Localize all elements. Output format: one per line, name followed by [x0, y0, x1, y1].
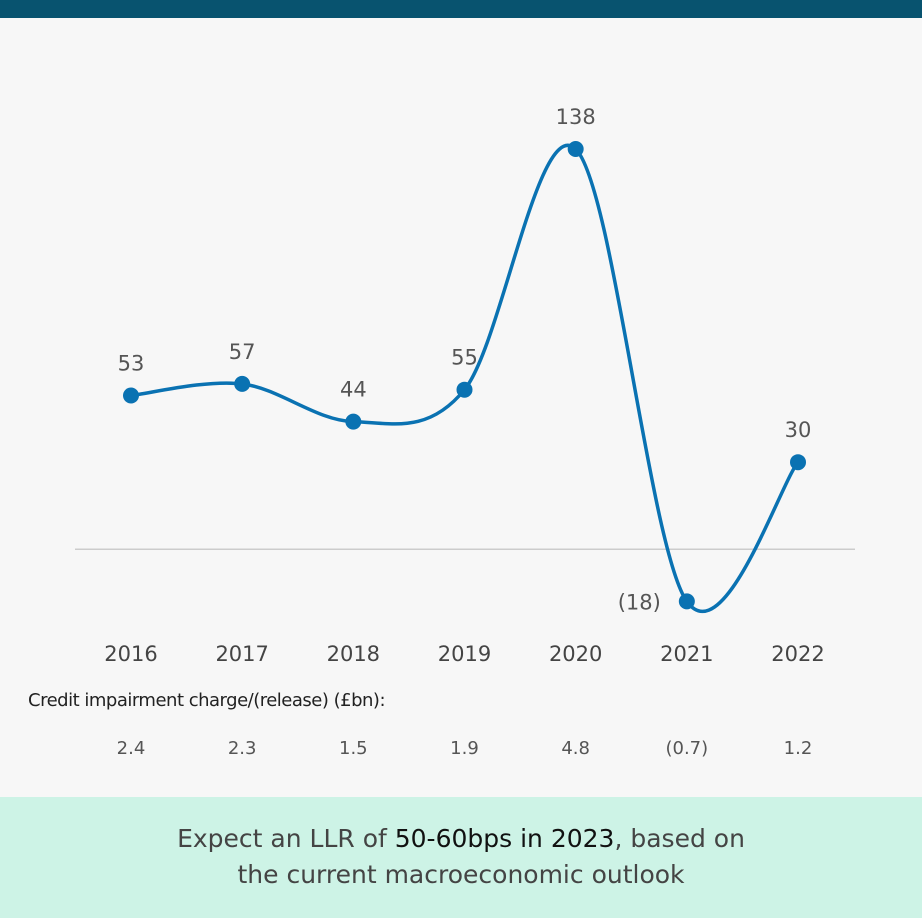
data-point-2018 [345, 413, 362, 430]
point-label-2020: 138 [556, 105, 596, 129]
x-tick-2020: 2020 [549, 642, 602, 666]
point-label-2016: 53 [118, 352, 145, 376]
x-tick-2022: 2022 [771, 642, 824, 666]
impairment-values-row: 2.4 2.3 1.5 1.9 4.8 (0.7) 1.2 [0, 738, 922, 768]
point-label-2017: 57 [229, 340, 256, 364]
banner-line-2: the current macroeconomic outlook [237, 860, 685, 889]
series-line [130, 143, 800, 614]
banner-prefix: Expect an LLR of [177, 824, 395, 853]
banner-highlight: 50-60bps in 2023 [394, 824, 615, 853]
data-point-2019 [456, 381, 473, 398]
data-point-2016 [123, 387, 139, 404]
impairment-value-2016: 2.4 [116, 738, 146, 759]
impairment-value-2019: 1.9 [450, 738, 479, 759]
banner-line-1: Expect an LLR of 50-60bps in 2023, based… [0, 821, 922, 857]
data-point-2017 [234, 375, 251, 392]
point-label-2018: 44 [340, 378, 367, 402]
x-tick-2021: 2021 [660, 642, 713, 666]
banner-suffix: , based on [614, 824, 745, 853]
impairment-value-2017: 2.3 [227, 738, 257, 759]
x-tick-2018: 2018 [327, 642, 380, 666]
top-accent-bar [0, 0, 922, 18]
impairment-value-2022: 1.2 [783, 738, 813, 759]
data-point-2021 [678, 593, 695, 610]
outlook-banner: Expect an LLR of 50-60bps in 2023, based… [0, 797, 922, 918]
impairment-value-2018: 1.5 [339, 738, 368, 759]
point-label-2022: 30 [785, 418, 812, 442]
data-point-2020 [567, 141, 584, 157]
data-point-2022 [790, 454, 806, 471]
point-label-2019: 55 [451, 346, 478, 370]
x-tick-2016: 2016 [104, 642, 157, 666]
llr-line-chart: 53 57 44 55 138 (18) 30 2016 2017 2018 2019 2020 20… [75, 105, 855, 666]
x-tick-2017: 2017 [215, 642, 268, 666]
x-tick-2019: 2019 [438, 642, 491, 666]
impairment-value-2021: (0.7) [665, 738, 709, 759]
impairment-value-2020: 4.8 [561, 738, 590, 759]
impairment-title: Credit impairment charge/(release) (£bn)… [28, 690, 386, 711]
point-label-2021: (18) [618, 590, 661, 614]
